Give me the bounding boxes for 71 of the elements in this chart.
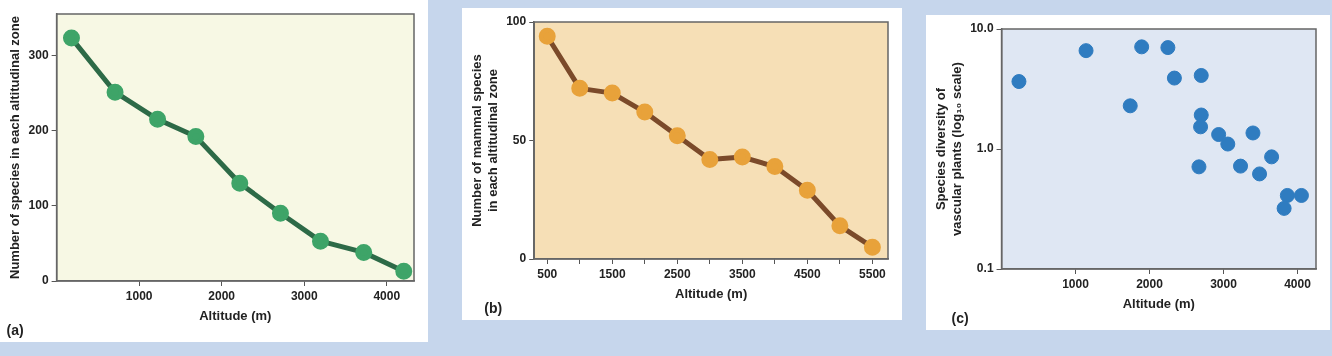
point — [355, 243, 373, 261]
point — [766, 158, 784, 176]
point — [1220, 136, 1236, 152]
x-tick-label: 4500 — [794, 266, 822, 281]
point — [149, 110, 167, 128]
x-tick-label: 5500 — [859, 266, 887, 281]
point — [1166, 70, 1182, 86]
point — [187, 128, 205, 146]
x-tick-label: 2500 — [663, 266, 691, 281]
x-tick-label: 1000 — [125, 288, 153, 303]
point — [1011, 74, 1027, 90]
y-tick-label: 1.0 — [976, 141, 994, 156]
point — [668, 127, 686, 145]
x-tick-label: 2000 — [208, 288, 236, 303]
x-tick-label: 3000 — [1210, 276, 1238, 291]
point — [1134, 39, 1150, 55]
x-axis-title: Altitude (m) — [1122, 295, 1195, 311]
point — [1233, 158, 1249, 174]
x-tick-label: 500 — [537, 266, 558, 281]
point — [538, 27, 556, 45]
point — [701, 150, 719, 168]
x-tick-label: 4000 — [373, 288, 401, 303]
point — [1264, 149, 1280, 165]
x-tick-label: 1000 — [1062, 276, 1090, 291]
y-tick-label: 100 — [506, 14, 527, 29]
y-tick-label: 10.0 — [970, 21, 994, 36]
point — [636, 103, 654, 121]
text: (a) — [6, 321, 24, 338]
point — [231, 174, 249, 192]
point — [831, 217, 849, 235]
point — [1279, 187, 1295, 203]
point — [1293, 187, 1309, 203]
point — [311, 232, 329, 250]
x-tick-label: 4000 — [1284, 276, 1312, 291]
point — [571, 79, 589, 97]
y-tick-label: 0 — [519, 251, 527, 266]
point — [1193, 67, 1209, 83]
point — [1276, 200, 1292, 216]
x-tick-label: 2000 — [1136, 276, 1164, 291]
y-tick-label: 200 — [28, 122, 49, 137]
y-tick-label: 300 — [28, 47, 49, 62]
point — [1078, 43, 1094, 59]
point — [62, 29, 80, 47]
x-axis-title: Altitude (m) — [675, 285, 748, 301]
point — [798, 181, 816, 199]
point — [1160, 40, 1176, 56]
point — [1211, 127, 1227, 143]
y-tick-label: 0 — [41, 273, 49, 288]
point — [1191, 159, 1207, 175]
point — [271, 204, 289, 222]
x-tick-label: 3500 — [728, 266, 756, 281]
point — [106, 83, 124, 101]
point — [1252, 166, 1268, 182]
y-tick-label: 100 — [28, 198, 49, 213]
x-tick-label: 1500 — [598, 266, 626, 281]
x-axis-title: Altitude (m) — [199, 307, 272, 323]
point — [395, 262, 413, 280]
y-axis-title: Number of mammal species in each altitudinal zone — [469, 54, 500, 227]
y-tick-label: 50 — [512, 132, 527, 147]
point — [863, 238, 881, 256]
text: (b) — [484, 299, 503, 316]
point — [603, 84, 621, 102]
y-axis-title: Species diversity of vascular plants (log₁₀ scale) — [933, 62, 964, 236]
point — [1122, 98, 1138, 114]
point — [1193, 119, 1209, 135]
x-tick-label: 3000 — [290, 288, 318, 303]
point — [1245, 125, 1261, 141]
y-axis-title: Number of species in each altitudinal zone — [7, 16, 23, 279]
y-tick-label: 0.1 — [976, 261, 994, 276]
point — [733, 148, 751, 166]
text: (c) — [951, 309, 969, 326]
